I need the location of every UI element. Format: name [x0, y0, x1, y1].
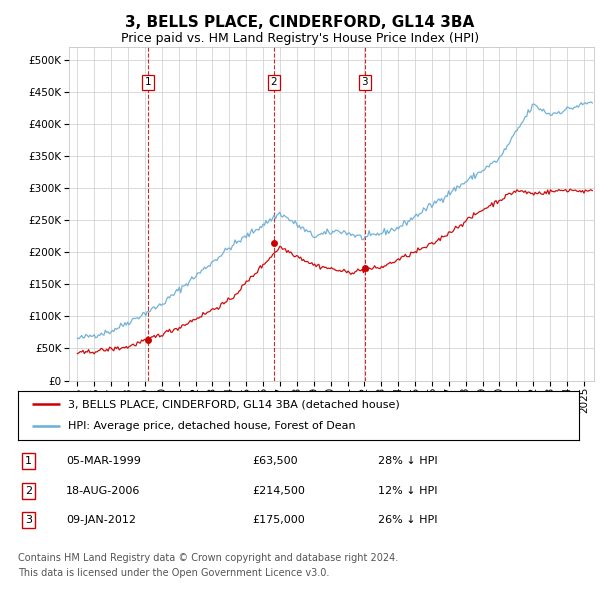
Text: 05-MAR-1999: 05-MAR-1999 [66, 457, 141, 466]
Text: £63,500: £63,500 [252, 457, 298, 466]
Text: This data is licensed under the Open Government Licence v3.0.: This data is licensed under the Open Gov… [18, 569, 329, 578]
Text: £214,500: £214,500 [252, 486, 305, 496]
Text: 09-JAN-2012: 09-JAN-2012 [66, 516, 136, 525]
Text: 2: 2 [25, 486, 32, 496]
Text: Price paid vs. HM Land Registry's House Price Index (HPI): Price paid vs. HM Land Registry's House … [121, 32, 479, 45]
Text: 28% ↓ HPI: 28% ↓ HPI [378, 457, 437, 466]
Text: Contains HM Land Registry data © Crown copyright and database right 2024.: Contains HM Land Registry data © Crown c… [18, 553, 398, 562]
Text: 3, BELLS PLACE, CINDERFORD, GL14 3BA (detached house): 3, BELLS PLACE, CINDERFORD, GL14 3BA (de… [68, 399, 400, 409]
Text: 3: 3 [25, 516, 32, 525]
Text: 1: 1 [25, 457, 32, 466]
Text: £175,000: £175,000 [252, 516, 305, 525]
Text: 12% ↓ HPI: 12% ↓ HPI [378, 486, 437, 496]
Text: 3, BELLS PLACE, CINDERFORD, GL14 3BA: 3, BELLS PLACE, CINDERFORD, GL14 3BA [125, 15, 475, 30]
Text: 3: 3 [362, 77, 368, 87]
Text: 26% ↓ HPI: 26% ↓ HPI [378, 516, 437, 525]
Text: 18-AUG-2006: 18-AUG-2006 [66, 486, 140, 496]
Text: 1: 1 [145, 77, 151, 87]
Text: 2: 2 [271, 77, 277, 87]
Text: HPI: Average price, detached house, Forest of Dean: HPI: Average price, detached house, Fore… [68, 421, 356, 431]
